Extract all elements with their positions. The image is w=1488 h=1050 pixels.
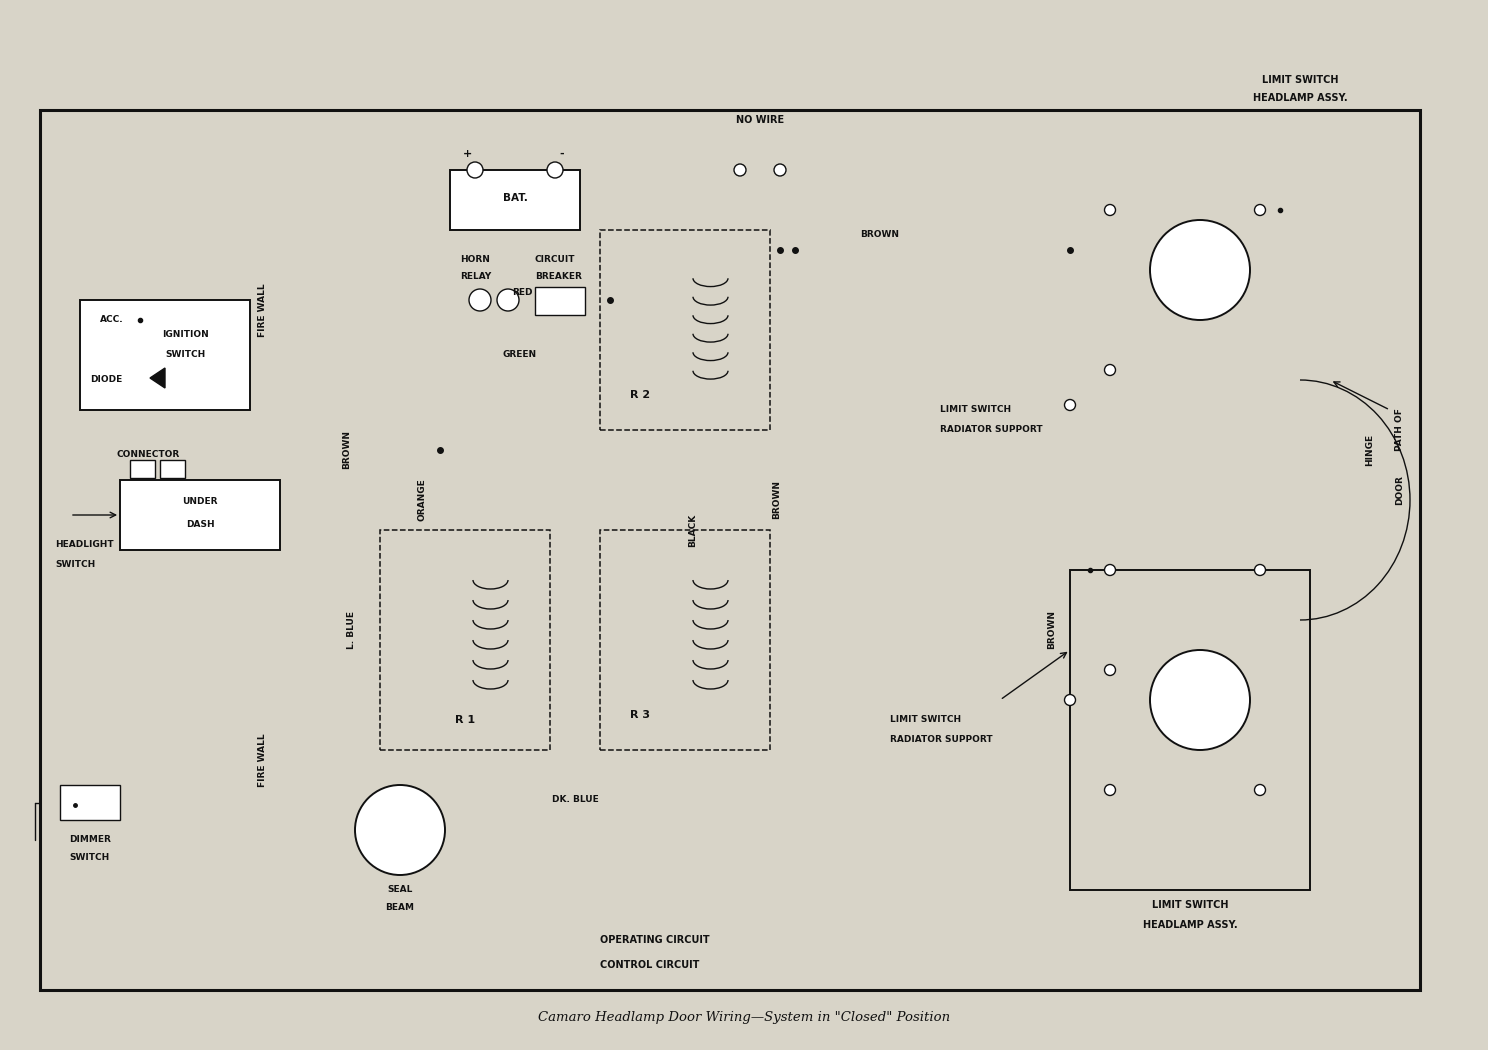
- Text: DIMMER: DIMMER: [68, 836, 112, 844]
- Circle shape: [1104, 205, 1116, 215]
- Bar: [600, 230, 769, 430]
- Text: R 2: R 2: [629, 390, 650, 400]
- Text: PATH OF: PATH OF: [1396, 408, 1405, 452]
- Circle shape: [1150, 220, 1250, 320]
- Bar: [379, 530, 551, 750]
- Text: CONTROL CIRCUIT: CONTROL CIRCUIT: [600, 960, 699, 970]
- Bar: [80, 300, 250, 410]
- Circle shape: [1254, 205, 1265, 215]
- Bar: [40, 110, 1420, 990]
- Text: RELAY: RELAY: [460, 273, 491, 281]
- Text: ACC.: ACC.: [100, 315, 124, 324]
- Bar: [1070, 570, 1309, 890]
- Text: GREEN: GREEN: [503, 351, 537, 359]
- Polygon shape: [150, 368, 165, 388]
- Text: FIRE WALL: FIRE WALL: [259, 733, 268, 786]
- Bar: [129, 460, 155, 478]
- Text: BEAM: BEAM: [385, 903, 415, 912]
- Text: HINGE: HINGE: [1366, 434, 1375, 466]
- Text: BAT.: BAT.: [503, 193, 527, 203]
- Text: ORANGE: ORANGE: [418, 479, 427, 522]
- Text: SWITCH: SWITCH: [55, 561, 95, 569]
- Circle shape: [1104, 665, 1116, 675]
- Text: NO WIRE: NO WIRE: [737, 116, 784, 125]
- Text: R 1: R 1: [455, 715, 475, 724]
- Text: BROWN: BROWN: [860, 231, 900, 239]
- Bar: [121, 480, 280, 550]
- Text: SEAL: SEAL: [387, 885, 412, 895]
- Text: FIRE WALL: FIRE WALL: [259, 284, 268, 337]
- Circle shape: [356, 785, 445, 875]
- Text: RADIATOR SUPPORT: RADIATOR SUPPORT: [890, 735, 992, 744]
- Text: OPERATING CIRCUIT: OPERATING CIRCUIT: [600, 934, 710, 945]
- Text: LIMIT SWITCH: LIMIT SWITCH: [1152, 900, 1228, 910]
- Bar: [536, 287, 585, 315]
- Bar: [60, 785, 121, 820]
- Text: UNDER: UNDER: [182, 498, 217, 506]
- Text: BROWN: BROWN: [1048, 610, 1056, 650]
- Text: HEADLIGHT: HEADLIGHT: [55, 541, 113, 549]
- Text: BREAKER: BREAKER: [536, 273, 582, 281]
- Text: DASH: DASH: [186, 521, 214, 529]
- Text: -: -: [559, 149, 564, 159]
- Text: HEADLAMP ASSY.: HEADLAMP ASSY.: [1143, 920, 1238, 930]
- Circle shape: [1104, 364, 1116, 376]
- Text: LIMIT SWITCH: LIMIT SWITCH: [890, 715, 961, 724]
- Circle shape: [1150, 650, 1250, 750]
- Text: SWITCH: SWITCH: [165, 351, 205, 359]
- Text: DK. BLUE: DK. BLUE: [552, 796, 598, 804]
- Circle shape: [548, 162, 562, 178]
- Bar: [161, 460, 185, 478]
- Text: IGNITION: IGNITION: [162, 331, 208, 339]
- Text: CIRCUIT: CIRCUIT: [536, 255, 576, 265]
- Circle shape: [1064, 399, 1076, 411]
- Text: DIODE: DIODE: [89, 376, 122, 384]
- Text: R 3: R 3: [629, 710, 650, 720]
- Text: +: +: [463, 149, 473, 159]
- Text: LIMIT SWITCH: LIMIT SWITCH: [1262, 75, 1338, 85]
- Text: DOOR: DOOR: [1396, 475, 1405, 505]
- Circle shape: [774, 164, 786, 176]
- Circle shape: [734, 164, 745, 176]
- Text: LIMIT SWITCH: LIMIT SWITCH: [940, 405, 1012, 415]
- Text: SWITCH: SWITCH: [70, 854, 110, 862]
- Text: Camaro Headlamp Door Wiring—System in "Closed" Position: Camaro Headlamp Door Wiring—System in "C…: [539, 1011, 949, 1025]
- Bar: [600, 530, 769, 750]
- Circle shape: [1064, 694, 1076, 706]
- Text: BROWN: BROWN: [342, 430, 351, 469]
- Text: RADIATOR SUPPORT: RADIATOR SUPPORT: [940, 425, 1043, 435]
- Bar: [449, 170, 580, 230]
- Circle shape: [1254, 784, 1265, 796]
- Circle shape: [1104, 784, 1116, 796]
- Text: CONNECTOR: CONNECTOR: [116, 450, 180, 460]
- Text: RED: RED: [512, 289, 533, 297]
- Circle shape: [467, 162, 484, 178]
- Circle shape: [1104, 565, 1116, 575]
- Text: HORN: HORN: [460, 255, 490, 265]
- Circle shape: [497, 289, 519, 311]
- Text: L. BLUE: L. BLUE: [348, 611, 357, 649]
- Text: BLACK: BLACK: [687, 513, 696, 547]
- Circle shape: [1254, 565, 1265, 575]
- Circle shape: [469, 289, 491, 311]
- Text: HEADLAMP ASSY.: HEADLAMP ASSY.: [1253, 93, 1347, 103]
- Text: BROWN: BROWN: [772, 481, 781, 520]
